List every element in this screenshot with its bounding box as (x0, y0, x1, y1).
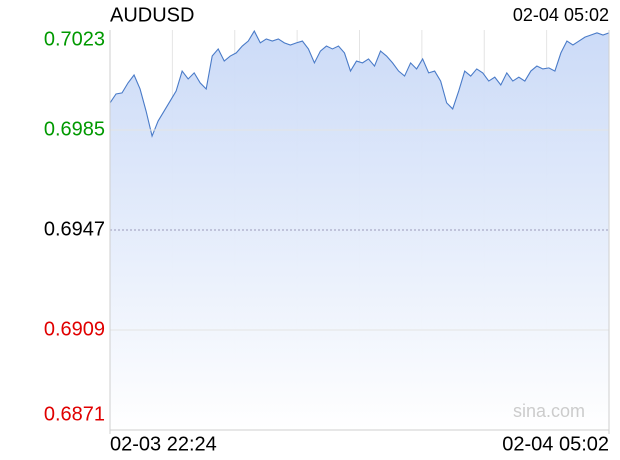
y-tick-label: 0.6909 (44, 318, 105, 340)
area (110, 31, 609, 431)
watermark: sina.com (513, 401, 585, 421)
y-tick-label: 0.7023 (44, 28, 105, 50)
timestamp: 02-04 05:02 (513, 5, 609, 25)
x-tick-label: 02-03 22:24 (110, 433, 217, 455)
y-tick-label: 0.6947 (44, 218, 105, 240)
y-tick-label: 0.6985 (44, 118, 105, 140)
chart-title: AUDUSD (110, 4, 194, 26)
x-tick-label: 02-04 05:02 (502, 433, 609, 455)
price-line (109, 29, 610, 138)
y-tick-label: 0.6871 (44, 403, 105, 425)
